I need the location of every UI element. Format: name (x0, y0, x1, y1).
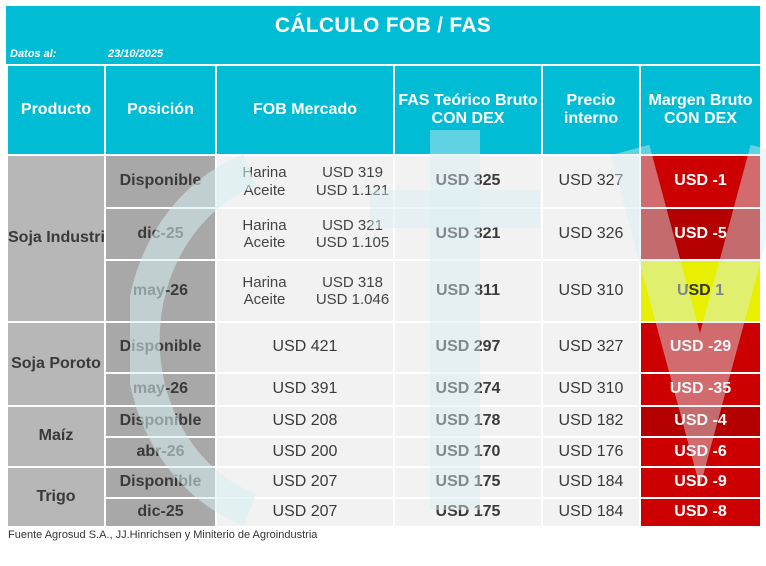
margin-cell: USD -35 (639, 372, 762, 407)
precio-interno-cell: USD 176 (541, 436, 641, 468)
precio-interno-cell: USD 327 (541, 154, 641, 209)
margin-cell: USD -5 (639, 207, 762, 261)
col-header-posicion: Posición (104, 64, 217, 156)
col-header-margen-bruto: Margen Bruto CON DEX (639, 64, 762, 156)
table-row: Maíz Disponible USD 208 USD 178 USD 182 USD -… (6, 405, 762, 468)
fas-cell: USD 175 (393, 497, 543, 528)
fas-cell: USD 325 (393, 154, 543, 209)
fob-cell: USD 207 (215, 466, 395, 499)
table-row: Trigo Disponible USD 207 USD 175 USD 184 USD … (6, 466, 762, 528)
product-cell: Trigo (6, 466, 106, 528)
fob-item-label: Aceite (243, 181, 286, 199)
position-cell: dic-25 (104, 207, 217, 261)
product-cell: Soja Industria (6, 154, 106, 323)
fob-item-value: USD 1.046 (315, 291, 390, 308)
fob-cell: USD 200 (215, 436, 395, 468)
fas-cell: USD 274 (393, 372, 543, 407)
fob-item-label: Harina (242, 164, 287, 182)
table-row: Soja Poroto Disponible USD 421 USD 297 USD 3… (6, 321, 762, 407)
fob-item-value: USD 1.105 (315, 234, 390, 251)
fob-cell: Harina Aceite USD 318 USD 1.046 (215, 259, 395, 323)
position-cell: abr-26 (104, 436, 217, 468)
fas-cell: USD 178 (393, 405, 543, 438)
fas-cell: USD 170 (393, 436, 543, 468)
position-cell: Disponible (104, 466, 217, 499)
table-row: dic-25 Harina Aceite USD 321 USD 1.105 USD 32… (7, 207, 762, 261)
fob-item-label: Harina (242, 216, 287, 234)
position-cell: Disponible (104, 321, 217, 374)
date-label: Datos al: (10, 48, 57, 60)
fob-item-label: Aceite (243, 291, 286, 308)
precio-interno-cell: USD 326 (541, 207, 641, 261)
fas-cell: USD 175 (393, 466, 543, 499)
precio-interno-cell: USD 327 (541, 321, 641, 374)
fob-fas-table: Producto Posición FOB Mercado FAS Teóric… (6, 64, 762, 528)
fob-item-value: USD 319 (322, 164, 383, 182)
position-cell: may-26 (104, 259, 217, 323)
precio-interno-cell: USD 182 (541, 405, 641, 438)
source-note: Fuente Agrosud S.A., JJ.Hinrichsen y Min… (8, 529, 318, 541)
table-body: Soja Industria Disponible Harina Aceite USD … (6, 154, 762, 528)
col-header-producto: Producto (6, 64, 106, 156)
fas-cell: USD 321 (393, 207, 543, 261)
fob-item-value: USD 321 (322, 216, 383, 234)
position-cell: Disponible (104, 405, 217, 438)
precio-interno-cell: USD 310 (541, 372, 641, 407)
date-value: 23/10/2025 (108, 48, 164, 60)
precio-interno-cell: USD 310 (541, 259, 641, 323)
margin-cell: USD -4 (639, 405, 762, 438)
table-row: Soja Industria Disponible Harina Aceite USD … (6, 154, 762, 323)
fas-cell: USD 297 (393, 321, 543, 374)
product-cell: Soja Poroto (6, 321, 106, 407)
margin-cell: USD -8 (639, 497, 762, 528)
fob-cell: Harina Aceite USD 319 USD 1.121 (215, 154, 395, 209)
fob-cell: USD 391 (215, 372, 395, 407)
table-title: CÁLCULO FOB / FAS (6, 6, 760, 46)
fob-item-label: Aceite (243, 234, 286, 251)
fob-cell: USD 208 (215, 405, 395, 438)
product-cell: Maíz (6, 405, 106, 468)
position-cell: Disponible (104, 154, 217, 209)
fas-cell: USD 311 (393, 259, 543, 323)
table-row: may-26 Harina Aceite USD 318 USD 1.046 USD 31… (7, 259, 762, 323)
margin-cell: USD 1 (639, 259, 762, 323)
margin-cell: USD -6 (639, 436, 762, 468)
col-header-fob-mercado: FOB Mercado (215, 64, 395, 156)
table-row: abr-26 USD 200 USD 170 USD 176 USD -6 (7, 436, 762, 468)
precio-interno-cell: USD 184 (541, 497, 641, 528)
margin-cell: USD -29 (639, 321, 762, 374)
fob-item-value: USD 1.121 (315, 181, 390, 199)
position-cell: dic-25 (104, 497, 217, 528)
fob-item-value: USD 318 (322, 273, 383, 291)
margin-cell: USD -1 (639, 154, 762, 209)
margin-cell: USD -9 (639, 466, 762, 499)
col-header-precio-interno: Precio interno (541, 64, 641, 156)
fob-item-label: Harina (242, 273, 287, 291)
col-header-fas-teorico: FAS Teórico Bruto CON DEX (393, 64, 543, 156)
table-row: may-26 USD 391 USD 274 USD 310 USD -35 (7, 372, 762, 407)
position-cell: may-26 (104, 372, 217, 407)
precio-interno-cell: USD 184 (541, 466, 641, 499)
fob-cell: USD 207 (215, 497, 395, 528)
fob-cell: Harina Aceite USD 321 USD 1.105 (215, 207, 395, 261)
table-row: dic-25 USD 207 USD 175 USD 184 USD -8 (7, 497, 762, 528)
header-row: Producto Posición FOB Mercado FAS Teóric… (6, 64, 762, 156)
date-bar: Datos al: 23/10/2025 (6, 46, 760, 64)
fob-cell: USD 421 (215, 321, 395, 374)
